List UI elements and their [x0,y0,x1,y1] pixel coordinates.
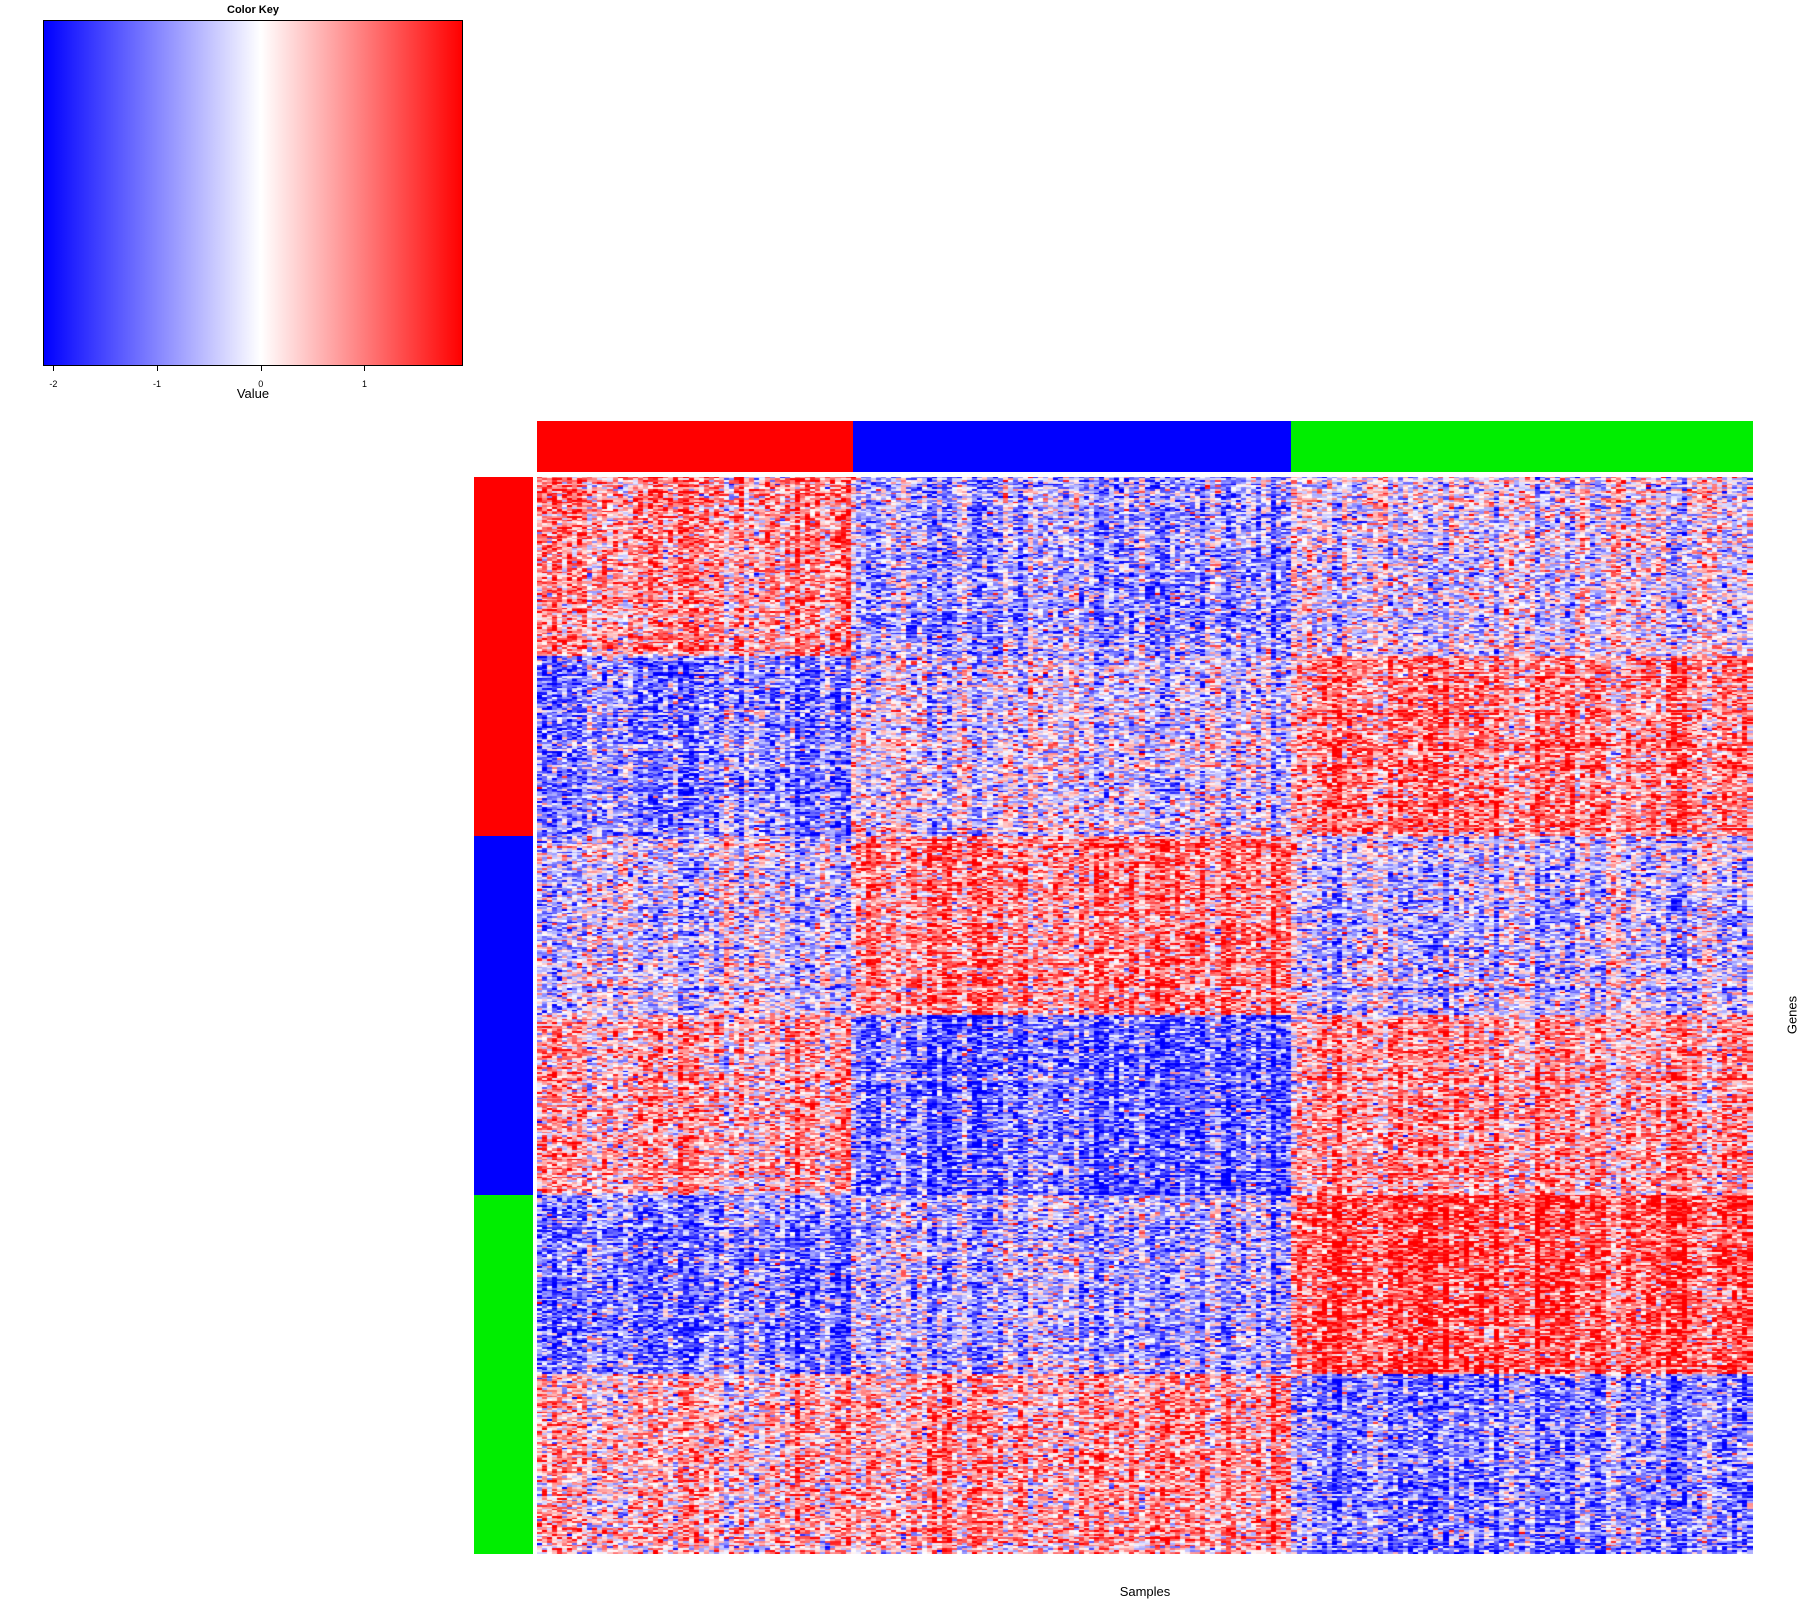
y-axis-label: Genes [1784,995,1800,1035]
heatmap-matrix [537,477,1753,1554]
color-key-tick-label: -1 [153,379,162,389]
color-key-gradient [43,20,463,366]
color-key-title: Color Key [227,4,279,16]
gene-group-color-bar [474,477,533,1554]
sample-group-segment [1291,421,1753,472]
gene-group-segment [474,1195,533,1554]
gene-group-segment [474,477,533,836]
sample-group-color-bar [537,421,1753,472]
color-key-tick [157,366,159,371]
sample-group-segment [853,421,1291,472]
sample-group-segment [537,421,853,472]
color-key-tick [53,366,55,371]
color-key-tick [260,366,262,371]
gene-group-segment [474,836,533,1195]
color-key-tick-label: 0 [258,379,264,389]
color-key-tick-label: -2 [49,379,58,389]
color-key-axis-label: Value [236,386,270,401]
x-axis-label: Samples [1119,1584,1171,1599]
color-key-tick-label: 1 [361,379,367,389]
color-key-tick [364,366,366,371]
